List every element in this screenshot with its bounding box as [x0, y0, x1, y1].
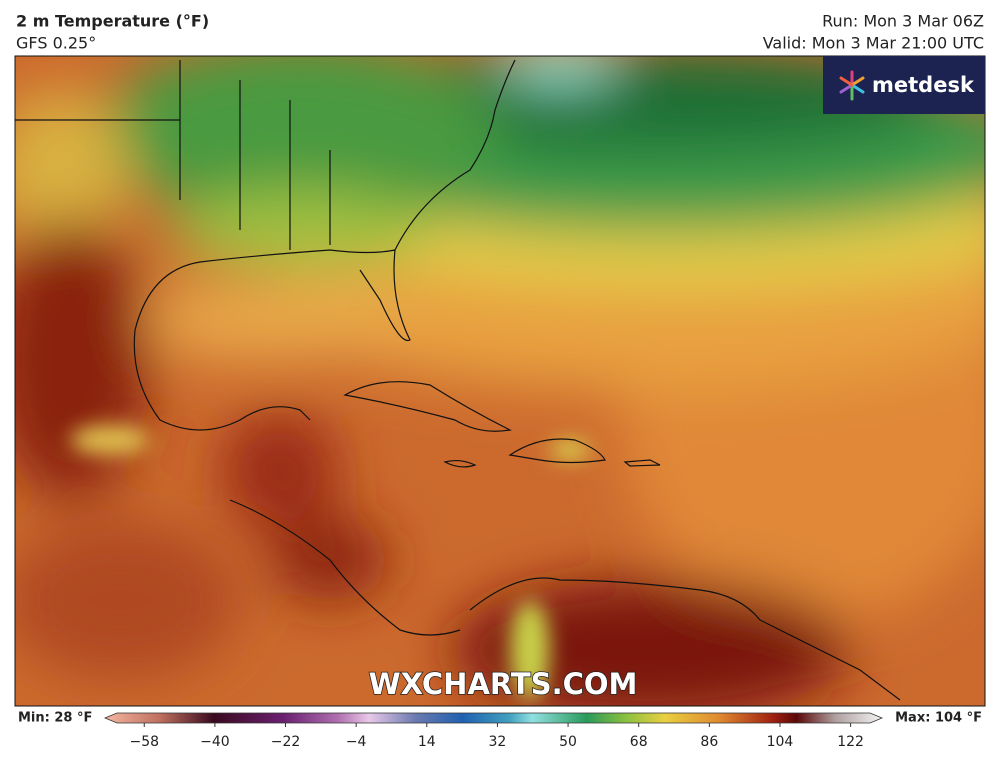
logo-text: metdesk — [872, 73, 975, 97]
colorbar-scale — [103, 712, 884, 724]
colorbar: −58 −40 −22 −4 14 32 50 68 86 104 122 — [103, 712, 884, 750]
watermark: WXCHARTS.COM — [369, 667, 638, 701]
colorbar-tick-label: 14 — [418, 734, 436, 750]
logo-box: metdesk — [823, 56, 985, 114]
max-label: Max: 104 °F — [895, 711, 982, 726]
colorbar-tick-label: 50 — [559, 734, 577, 750]
map-title: 2 m Temperature (°F) — [16, 12, 209, 31]
colorbar-tick-label: 122 — [837, 734, 864, 750]
colorbar-tick-label: −22 — [271, 734, 301, 750]
colorbar-tick-label: 32 — [489, 734, 507, 750]
valid-time: Valid: Mon 3 Mar 21:00 UTC — [763, 34, 984, 53]
colorbar-tick-label: −40 — [200, 734, 230, 750]
run-time: Run: Mon 3 Mar 06Z — [822, 12, 984, 31]
colorbar-tick-label: 104 — [767, 734, 794, 750]
colorbar-tick-label: −4 — [346, 734, 367, 750]
colorbar-tick-label: 68 — [630, 734, 648, 750]
colorbar-tick-label: 86 — [700, 734, 718, 750]
model-name: GFS 0.25° — [16, 34, 96, 53]
colorbar-tick-label: −58 — [129, 734, 159, 750]
temperature-map — [15, 56, 985, 706]
min-label: Min: 28 °F — [18, 711, 92, 726]
